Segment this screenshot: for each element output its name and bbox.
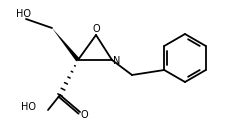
Text: N: N — [113, 56, 121, 66]
Polygon shape — [52, 28, 80, 61]
Text: HO: HO — [16, 9, 31, 19]
Text: O: O — [80, 110, 88, 120]
Text: HO: HO — [21, 102, 36, 112]
Text: O: O — [92, 24, 100, 34]
